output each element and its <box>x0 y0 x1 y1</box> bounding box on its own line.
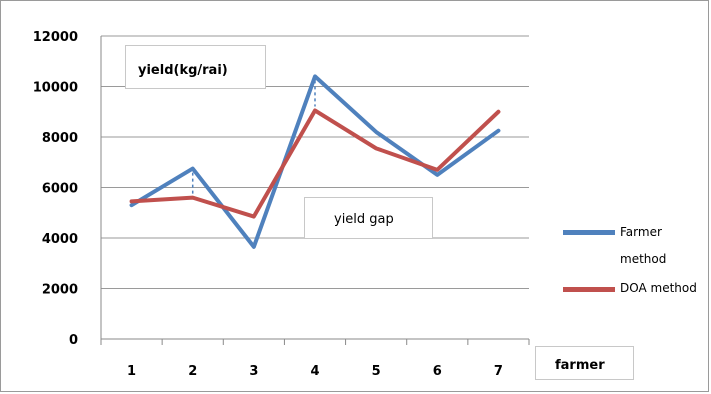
legend-label-doa: DOA method <box>620 281 697 295</box>
x-tick-labels: 1 2 3 4 5 6 7 <box>127 364 503 379</box>
y-tick-label-0: 0 <box>69 333 78 348</box>
y-tick-label-12000: 12000 <box>33 30 78 45</box>
x-tick-label-5: 5 <box>372 364 381 379</box>
legend-swatch-doa <box>563 287 615 292</box>
axes <box>100 36 530 345</box>
legend-label-farmer-2: method <box>620 252 667 266</box>
x-tick-label-1: 1 <box>127 364 136 379</box>
y-tick-label-2000: 2000 <box>42 283 78 298</box>
series-line-doa-method <box>129 108 501 219</box>
x-axis-label: farmer <box>535 346 634 380</box>
x-tick-label-7: 7 <box>494 364 503 379</box>
series-line-farmer-method <box>129 74 501 249</box>
legend-swatch-farmer <box>563 230 615 235</box>
yield-gap-annotation: yield gap <box>304 197 433 239</box>
x-tick-label-6: 6 <box>433 364 442 379</box>
y-tick-label-6000: 6000 <box>42 182 78 197</box>
x-tick-label-3: 3 <box>249 364 258 379</box>
x-tick-label-4: 4 <box>310 364 319 379</box>
y-tick-labels: 0 2000 4000 6000 8000 10000 12000 <box>33 30 78 348</box>
legend-label-farmer-1: Farmer <box>620 225 662 239</box>
y-tick-label-10000: 10000 <box>33 81 78 96</box>
x-tick-label-2: 2 <box>188 364 197 379</box>
y-tick-label-4000: 4000 <box>42 232 78 247</box>
y-tick-label-8000: 8000 <box>42 131 78 146</box>
y-axis-label: yield(kg/rai) <box>125 45 266 89</box>
series-lines <box>129 74 501 249</box>
gap-markers <box>191 80 316 194</box>
